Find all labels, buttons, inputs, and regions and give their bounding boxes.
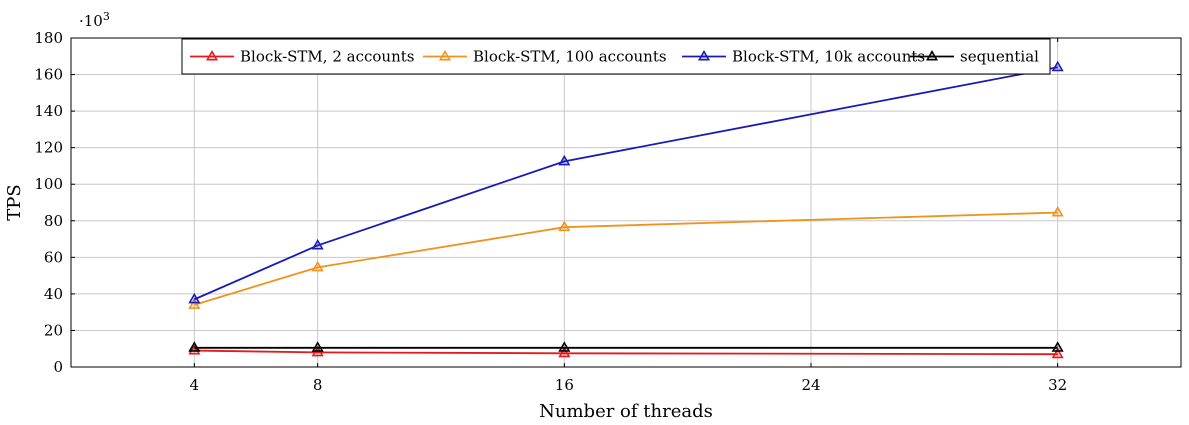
data-point xyxy=(188,341,201,352)
data-point xyxy=(1051,341,1064,352)
x-tick-label: 32 xyxy=(1048,376,1067,394)
data-point xyxy=(1051,347,1064,359)
y-tick-label: 140 xyxy=(34,102,63,120)
series-2 xyxy=(188,60,1064,304)
y-tick-label: 60 xyxy=(44,248,63,266)
series-1 xyxy=(188,206,1064,309)
data-point xyxy=(311,260,324,272)
series-0 xyxy=(188,344,1064,359)
grid xyxy=(71,38,1181,367)
data-point xyxy=(311,341,324,352)
data-point xyxy=(188,298,201,309)
x-axis-label: Number of threads xyxy=(539,401,713,422)
y-tick-label: 20 xyxy=(44,321,63,339)
legend-entry: Block-STM, 100 accounts xyxy=(423,48,667,66)
series-line xyxy=(194,349,1058,356)
x-tick-label: 24 xyxy=(801,376,820,394)
legend-label: sequential xyxy=(960,48,1039,66)
legend-label: Block-STM, 10k accounts xyxy=(732,48,925,66)
legend-marker xyxy=(205,49,219,61)
x-tick-label: 16 xyxy=(555,376,574,394)
legend-entry: sequential xyxy=(910,48,1039,66)
legend-label: Block-STM, 100 accounts xyxy=(473,48,667,66)
series-layer xyxy=(188,60,1064,359)
y-tick-label: 80 xyxy=(44,212,63,230)
y-tick-label: 180 xyxy=(34,29,63,47)
legend: Block-STM, 2 accounts Block-STM, 100 acco… xyxy=(181,38,1051,75)
series-3 xyxy=(188,341,1064,352)
x-tick-label: 8 xyxy=(313,376,323,394)
plot-frame xyxy=(70,37,1182,368)
y-tick-label: 40 xyxy=(44,285,63,303)
data-point xyxy=(558,220,571,232)
y-axis-label: TPS xyxy=(4,184,25,220)
data-point xyxy=(558,346,571,358)
data-point xyxy=(558,154,571,166)
y-tick-label: 160 xyxy=(34,66,63,84)
y-axis-multiplier-exponent: 3 xyxy=(103,10,110,23)
series-line xyxy=(194,211,1058,306)
axis-ticks: 4 8 16 24 32 0 20 40 60 80 100 120 140 160 180 xyxy=(34,29,1181,394)
legend-marker xyxy=(697,49,711,61)
data-point xyxy=(188,292,201,304)
legend-marker xyxy=(925,49,939,61)
y-axis-multiplier: ·103 xyxy=(79,10,110,31)
series-line xyxy=(193,66,1058,301)
legend-entry: Block-STM, 2 accounts xyxy=(190,48,414,66)
legend-box xyxy=(181,38,1051,75)
y-tick-label: 100 xyxy=(34,175,63,193)
y-tick-label: 0 xyxy=(53,358,63,376)
x-tick-label: 4 xyxy=(190,376,200,394)
data-point xyxy=(311,238,324,250)
legend-marker xyxy=(438,49,452,61)
legend-label: Block-STM, 2 accounts xyxy=(240,48,414,66)
legend-entry: Block-STM, 10k accounts xyxy=(682,48,925,66)
data-point xyxy=(558,341,571,352)
y-tick-label: 120 xyxy=(34,139,63,157)
data-point xyxy=(1051,206,1064,217)
data-point xyxy=(1051,60,1064,72)
